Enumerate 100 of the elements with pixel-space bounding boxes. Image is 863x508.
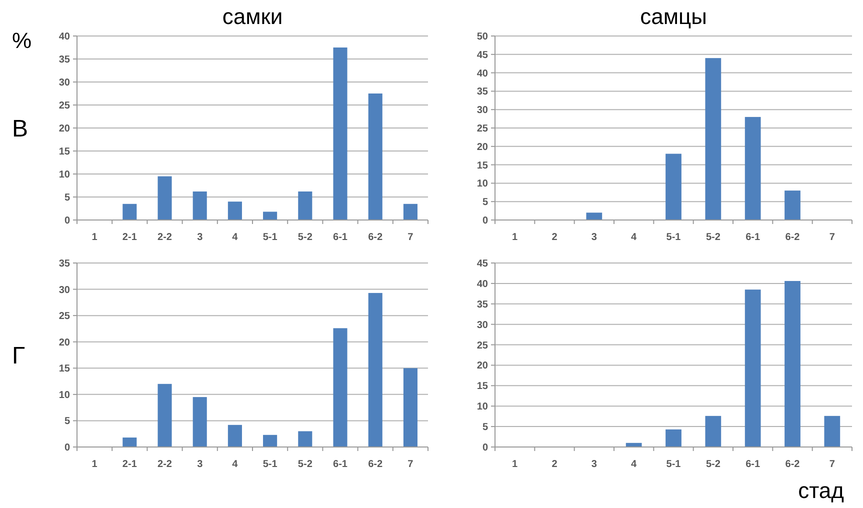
y-tick-label: 45 [476, 50, 488, 61]
y-tick-label: 0 [64, 216, 70, 226]
x-tick-label: 2-2 [158, 459, 172, 470]
y-tick-label: 0 [482, 442, 488, 454]
y-tick-label: 25 [58, 311, 70, 322]
x-tick-label: 5-2 [706, 232, 721, 243]
x-tick-label: 5-2 [298, 232, 313, 243]
x-tick-label: 2-2 [158, 232, 172, 243]
bar [298, 191, 312, 220]
y-tick-label: 40 [58, 32, 70, 42]
x-tick-label: 2-1 [122, 232, 138, 243]
y-tick-label: 30 [58, 78, 70, 88]
x-tick-label: 6-2 [785, 232, 800, 243]
bar [263, 434, 278, 447]
x-tick-label: 6-1 [333, 232, 348, 243]
x-tick-label: 7 [408, 459, 414, 470]
y-tick-label: 30 [58, 284, 70, 296]
x-tick-label: 6-2 [368, 232, 384, 243]
y-tick-label: 15 [476, 381, 488, 392]
x-tick-label: 1 [512, 232, 518, 243]
y-tick-label: 25 [476, 124, 488, 134]
bar [298, 431, 312, 447]
bar [158, 176, 172, 220]
bar [403, 204, 418, 220]
x-tick-label: 4 [631, 459, 638, 470]
x-tick-label: 5-1 [262, 459, 278, 470]
chart-title: самки [222, 4, 283, 29]
y-axis-title: % [12, 28, 32, 53]
y-tick-label: 20 [476, 142, 488, 153]
text: В [12, 115, 28, 142]
y-tick-label: 45 [476, 258, 488, 270]
bar [122, 438, 137, 447]
bar [368, 292, 382, 447]
y-tick-label: 15 [58, 364, 70, 375]
y-tick-label: 5 [64, 192, 70, 204]
y-tick-label: 25 [476, 340, 488, 352]
x-tick-label: 4 [232, 232, 238, 243]
x-tick-label: 5-1 [666, 459, 682, 470]
x-tick-label: 6-2 [785, 459, 800, 470]
y-tick-label: 20 [58, 124, 70, 134]
bar [228, 424, 242, 447]
chart-title: самцы [640, 4, 707, 29]
x-tick-label: 3 [591, 459, 598, 470]
y-tick-label: 20 [476, 360, 488, 372]
y-tick-label: 0 [64, 442, 70, 454]
y-tick-label: 5 [482, 422, 488, 434]
x-tick-label: 4 [232, 459, 238, 470]
bar [705, 58, 722, 220]
y-tick-label: 35 [58, 54, 70, 66]
y-tick-label: 10 [476, 402, 488, 413]
y-tick-label: 40 [476, 68, 488, 80]
x-tick-label: 2 [552, 232, 558, 243]
y-tick-label: 35 [476, 299, 488, 310]
y-tick-label: 30 [476, 105, 488, 116]
x-tick-label: 6-2 [368, 459, 384, 470]
x-tick-label: 5-1 [262, 232, 278, 243]
y-tick-label: 15 [58, 146, 70, 158]
y-tick-label: 35 [476, 86, 488, 98]
y-tick-label: 5 [482, 197, 488, 208]
bar [705, 416, 722, 447]
text: Г [12, 342, 25, 370]
bar [824, 416, 840, 447]
x-tick-label: 2-1 [122, 459, 138, 470]
x-tick-label: 3 [197, 232, 204, 243]
bar [744, 290, 761, 447]
bar [333, 328, 348, 447]
bar [192, 191, 207, 220]
x-tick-label: 5-2 [706, 459, 721, 470]
y-tick-label: 0 [482, 216, 488, 226]
bar [122, 204, 137, 220]
y-tick-label: 20 [58, 337, 70, 348]
bar [666, 429, 682, 447]
x-tick-label: 3 [591, 232, 598, 243]
x-tick-label: 6-1 [746, 459, 760, 470]
bar [666, 154, 682, 220]
bar [192, 397, 207, 447]
y-tick-label: 5 [64, 416, 70, 428]
x-tick-label: 2 [552, 459, 558, 470]
bar [368, 94, 382, 220]
x-tick-label: 1 [92, 232, 98, 243]
x-tick-label: 7 [408, 232, 414, 243]
x-tick-label: 7 [829, 459, 836, 470]
y-tick-label: 30 [476, 320, 488, 331]
bar [784, 190, 800, 220]
x-tick-label: 1 [92, 459, 98, 470]
y-tick-label: 10 [58, 170, 70, 180]
x-tick-label: 6-1 [746, 232, 760, 243]
bar [263, 212, 278, 220]
y-tick-label: 10 [476, 178, 488, 190]
bar [744, 116, 761, 220]
x-tick-label: 6-1 [333, 459, 348, 470]
y-tick-label: 40 [476, 278, 488, 290]
y-tick-label: 50 [476, 32, 488, 42]
bar [158, 384, 172, 447]
bar [228, 202, 242, 220]
y-tick-label: 35 [58, 258, 70, 270]
bar [403, 368, 418, 447]
x-tick-label: 7 [829, 232, 836, 243]
x-axis-title: стад [798, 478, 844, 503]
x-tick-label: 4 [631, 232, 638, 243]
